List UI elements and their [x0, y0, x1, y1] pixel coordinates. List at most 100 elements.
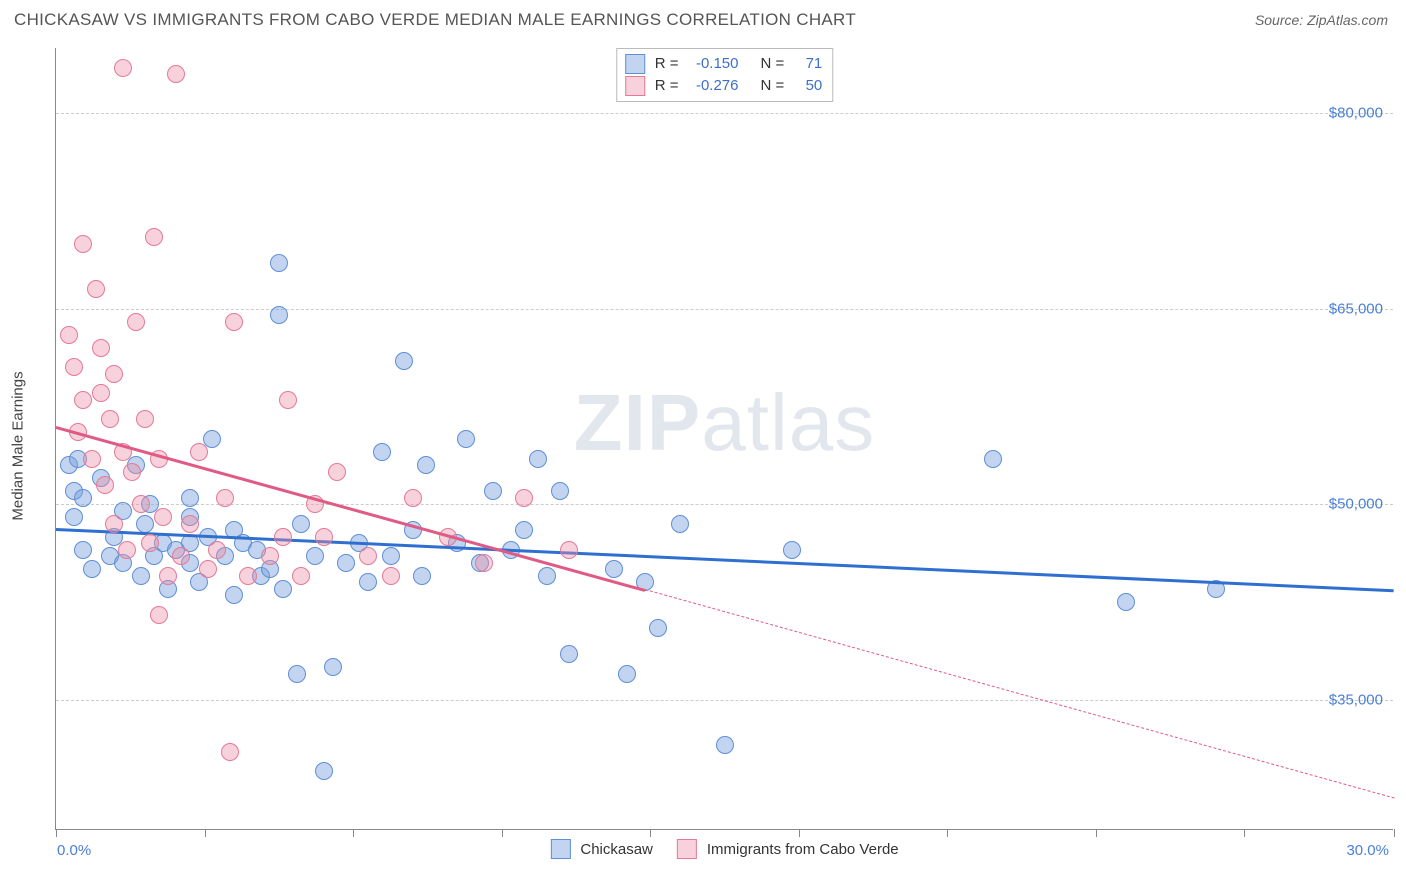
scatter-point: [413, 567, 431, 585]
scatter-point: [515, 521, 533, 539]
scatter-point: [359, 547, 377, 565]
y-tick-label: $35,000: [1329, 691, 1383, 708]
x-tick: [650, 829, 651, 837]
scatter-point: [181, 515, 199, 533]
legend-label: Immigrants from Cabo Verde: [707, 841, 899, 858]
plot-area: ZIPatlas R =-0.150N =71R =-0.276N =50 0.…: [55, 48, 1393, 830]
bottom-legend: Chickasaw Immigrants from Cabo Verde: [550, 839, 898, 859]
scatter-point: [74, 391, 92, 409]
scatter-point: [328, 463, 346, 481]
scatter-point: [671, 515, 689, 533]
y-axis-title: Median Male Earnings: [10, 371, 27, 520]
scatter-point: [475, 554, 493, 572]
legend-swatch: [550, 839, 570, 859]
legend-item: Chickasaw: [550, 839, 653, 859]
legend-item: Immigrants from Cabo Verde: [677, 839, 899, 859]
scatter-point: [382, 567, 400, 585]
scatter-point: [150, 606, 168, 624]
scatter-point: [274, 528, 292, 546]
legend-swatch: [625, 54, 645, 74]
chart-title: CHICKASAW VS IMMIGRANTS FROM CABO VERDE …: [14, 10, 856, 30]
scatter-point: [74, 235, 92, 253]
scatter-point: [315, 528, 333, 546]
scatter-point: [984, 450, 1002, 468]
scatter-point: [83, 450, 101, 468]
legend-swatch: [677, 839, 697, 859]
gridline-h: [56, 113, 1393, 114]
gridline-h: [56, 504, 1393, 505]
scatter-point: [261, 547, 279, 565]
scatter-point: [560, 541, 578, 559]
scatter-point: [141, 534, 159, 552]
scatter-point: [118, 541, 136, 559]
scatter-point: [1117, 593, 1135, 611]
scatter-point: [417, 456, 435, 474]
scatter-point: [105, 515, 123, 533]
scatter-point: [484, 482, 502, 500]
scatter-point: [65, 358, 83, 376]
scatter-point: [132, 495, 150, 513]
scatter-point: [123, 463, 141, 481]
scatter-point: [74, 489, 92, 507]
scatter-point: [337, 554, 355, 572]
scatter-point: [60, 326, 78, 344]
scatter-point: [292, 515, 310, 533]
y-tick-label: $80,000: [1329, 105, 1383, 122]
stat-r-label: R =: [655, 53, 679, 75]
stat-r-value: -0.276: [685, 75, 739, 97]
scatter-point: [716, 736, 734, 754]
scatter-point: [288, 665, 306, 683]
scatter-point: [92, 339, 110, 357]
scatter-point: [529, 450, 547, 468]
stat-n-value: 50: [790, 75, 822, 97]
scatter-point: [359, 573, 377, 591]
scatter-point: [221, 743, 239, 761]
scatter-point: [199, 560, 217, 578]
scatter-point: [270, 306, 288, 324]
scatter-point: [136, 410, 154, 428]
scatter-point: [181, 489, 199, 507]
scatter-point: [515, 489, 533, 507]
scatter-point: [783, 541, 801, 559]
x-tick: [353, 829, 354, 837]
x-tick: [56, 829, 57, 837]
scatter-point: [618, 665, 636, 683]
stats-legend-box: R =-0.150N =71R =-0.276N =50: [616, 48, 834, 102]
scatter-point: [538, 567, 556, 585]
scatter-point: [560, 645, 578, 663]
scatter-point: [101, 410, 119, 428]
scatter-point: [114, 59, 132, 77]
stat-n-label: N =: [761, 75, 785, 97]
scatter-point: [92, 384, 110, 402]
scatter-point: [274, 580, 292, 598]
y-tick-label: $50,000: [1329, 496, 1383, 513]
scatter-point: [605, 560, 623, 578]
scatter-point: [306, 547, 324, 565]
scatter-point: [216, 489, 234, 507]
scatter-point: [159, 567, 177, 585]
y-tick-label: $65,000: [1329, 300, 1383, 317]
scatter-point: [87, 280, 105, 298]
scatter-point: [404, 489, 422, 507]
scatter-point: [132, 567, 150, 585]
stat-r-value: -0.150: [685, 53, 739, 75]
scatter-point: [154, 508, 172, 526]
scatter-point: [373, 443, 391, 461]
scatter-point: [395, 352, 413, 370]
scatter-point: [270, 254, 288, 272]
scatter-point: [551, 482, 569, 500]
x-tick: [1244, 829, 1245, 837]
stats-row: R =-0.276N =50: [625, 75, 823, 97]
scatter-point: [96, 476, 114, 494]
scatter-point: [105, 365, 123, 383]
scatter-point: [190, 443, 208, 461]
x-tick: [947, 829, 948, 837]
scatter-point: [136, 515, 154, 533]
scatter-point: [65, 508, 83, 526]
scatter-point: [172, 547, 190, 565]
scatter-point: [225, 586, 243, 604]
scatter-point: [225, 313, 243, 331]
scatter-point: [239, 567, 257, 585]
scatter-point: [127, 313, 145, 331]
scatter-point: [279, 391, 297, 409]
